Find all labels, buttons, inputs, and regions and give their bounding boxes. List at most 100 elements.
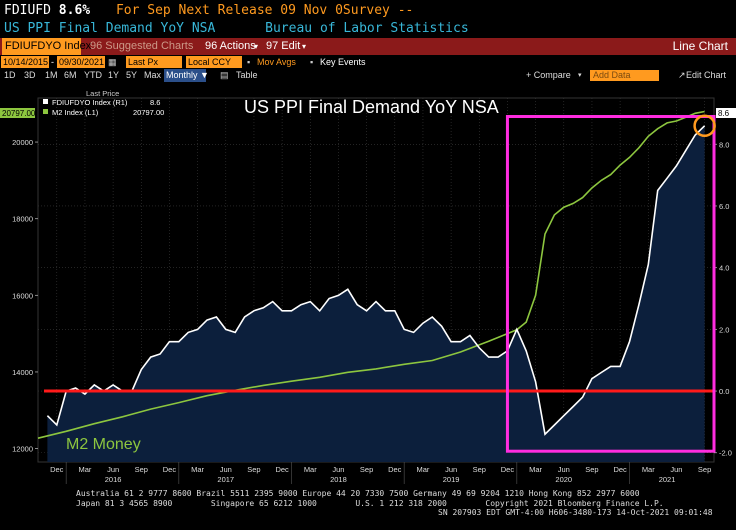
x-year-tick-label: 2018 [330, 475, 347, 484]
x-month-tick-label: Sep [360, 465, 373, 474]
add-data-input[interactable]: Add Data [590, 70, 659, 81]
currency-select[interactable]: Local CCY [186, 56, 242, 68]
end-date-input[interactable]: 09/30/2021 [57, 56, 105, 68]
legend-header: Last Price [86, 89, 119, 98]
x-month-tick-label: Sep [585, 465, 598, 474]
left-axis-tick-label: 20000 [12, 138, 33, 147]
header-subline: US PPI Final Demand YoY NSA Bureau of La… [4, 21, 469, 36]
x-month-tick-label: Dec [275, 465, 289, 474]
edit-chevron-icon: ▾ [302, 42, 307, 51]
edit-chart-button[interactable]: Edit Chart [686, 70, 727, 80]
x-year-tick-label: 2021 [659, 475, 676, 484]
left-axis-current-badge [0, 108, 35, 118]
suggested-charts-button[interactable]: 96 Suggested Charts [90, 40, 194, 52]
ticker-field[interactable]: FDIUFDYO Index [2, 38, 91, 55]
x-month-tick-label: Mar [191, 465, 204, 474]
periodicity-select[interactable]: Monthly [164, 69, 206, 82]
edit-button[interactable]: 97 Edit [266, 40, 301, 52]
x-month-tick-label: Mar [642, 465, 655, 474]
x-month-tick-label: Mar [529, 465, 542, 474]
right-axis-tick-label: 2.0 [719, 325, 729, 334]
left-axis-tick-label: 12000 [12, 445, 33, 454]
x-month-tick-label: Sep [698, 465, 711, 474]
right-axis-tick-label: 8.0 [719, 140, 729, 149]
overlays [44, 114, 716, 453]
right-axis-tick-label: 0.0 [719, 387, 729, 396]
left-axis-tick-label: 18000 [12, 215, 33, 224]
legend-swatch-m2 [43, 109, 48, 114]
x-month-tick-label: Dec [388, 465, 402, 474]
x-year-tick-label: 2019 [443, 475, 460, 484]
mov-avgs-checkbox-icon[interactable]: ▪ [247, 57, 251, 67]
range-controls: 1D 3D 1M 6M YTD 1Y 5Y Max Monthly ▼ ▤ Ta… [0, 69, 736, 82]
mov-avgs-label[interactable]: Mov Avgs [257, 57, 296, 67]
right-axis-current-badge [716, 108, 736, 118]
legend-last-fdiufdyo: 8.6 [150, 98, 160, 107]
series-title: US PPI Final Demand YoY NSA [4, 21, 216, 36]
compare-button[interactable]: + Compare [526, 70, 571, 80]
x-month-tick-label: Sep [135, 465, 148, 474]
x-month-tick-label: Dec [501, 465, 515, 474]
x-month-tick-label: Jun [670, 465, 682, 474]
left-axis-tick-label: 14000 [12, 368, 33, 377]
compare-chevron-icon: ▾ [578, 72, 582, 79]
table-button[interactable]: Table [236, 70, 258, 80]
range-max[interactable]: Max [144, 70, 162, 80]
periodicity-chevron-icon: ▼ [200, 70, 209, 80]
chart-type-label: Line Chart [672, 39, 728, 53]
highlight-box [505, 115, 716, 453]
axis-ticks: Dec Mar Jun Sep Dec Mar Jun Sep Dec Mar Jun Sep Dec M… [12, 138, 732, 484]
legend-last-m2: 20797.00 [133, 108, 164, 117]
range-ytd[interactable]: YTD [84, 70, 102, 80]
start-date-input[interactable]: 10/14/2015 [1, 56, 49, 68]
x-month-tick-label: Mar [78, 465, 91, 474]
key-events-label[interactable]: Key Events [320, 57, 366, 67]
footer-line-3: SN 207903 EDT GMT-4:00 H606-3480-173 14-… [438, 508, 713, 517]
ticker-value: 8.6% [58, 3, 91, 18]
left-axis-tick-label: 16000 [12, 291, 33, 300]
x-month-tick-label: Jun [107, 465, 119, 474]
x-month-tick-label: Mar [416, 465, 429, 474]
x-month-tick-label: Jun [332, 465, 344, 474]
range-5y[interactable]: 5Y [126, 70, 138, 80]
m2-line [37, 110, 705, 439]
highlight-circle [693, 114, 716, 138]
key-events-checkbox-icon[interactable]: ▪ [310, 57, 314, 67]
x-year-tick-label: 2017 [217, 475, 234, 484]
chart: Dec Mar Jun Sep Dec Mar Jun Sep Dec Mar Jun Sep Dec M… [0, 89, 736, 484]
next-release: For Sep Next Release 09 Nov 0Survey -- [115, 3, 414, 18]
chart-title: US PPI Final Demand YoY NSA [244, 97, 499, 117]
x-year-tick-label: 2020 [555, 475, 572, 484]
footer-line-2: Japan 81 3 4565 8900 Singapore 65 6212 1… [76, 499, 664, 508]
right-axis-tick-label: 4.0 [719, 264, 729, 273]
table-icon[interactable]: ▤ [220, 70, 229, 80]
range-1d[interactable]: 1D [4, 70, 16, 80]
x-month-tick-label: Dec [50, 465, 64, 474]
ticker: FDIUFD [4, 3, 51, 18]
x-month-tick-label: Sep [473, 465, 486, 474]
edit-chart-icon[interactable]: ↗ [678, 70, 686, 80]
range-1m[interactable]: 1M [45, 70, 58, 80]
x-month-tick-label: Dec [613, 465, 627, 474]
legend-swatch-fdiufdyo [43, 99, 48, 104]
m2-money-annotation: M2 Money [66, 436, 141, 453]
range-1y[interactable]: 1Y [108, 70, 120, 80]
calendar-icon[interactable]: ▦ [108, 57, 117, 67]
footer: Australia 61 2 9777 8600 Brazil 5511 239… [0, 486, 736, 530]
right-axis-tick-label: -2.0 [719, 449, 732, 458]
legend-name-m2: M2 Index (L1) [52, 108, 99, 117]
header-line: FDIUFD 8.6% For Sep Next Release 09 Nov … [4, 3, 413, 18]
range-3d[interactable]: 3D [24, 70, 36, 80]
range-6m[interactable]: 6M [64, 70, 77, 80]
date-controls: 10/14/2015 - 09/30/2021 ▦ Last Px Local … [0, 55, 736, 69]
last-px-select[interactable]: Last Px [126, 56, 182, 68]
series [37, 110, 706, 463]
x-month-tick-label: Jun [220, 465, 232, 474]
ppi-area [47, 125, 705, 463]
left-axis-current-label: 20797.00 [2, 109, 36, 118]
source: Bureau of Labor Statistics [265, 21, 469, 36]
x-year-tick-label: 2016 [105, 475, 122, 484]
legend-name-fdiufdyo: FDIUFDYO Index (R1) [52, 98, 128, 107]
actions-button[interactable]: 96 Actions [205, 40, 256, 52]
toolbar: FDIUFDYO Index 96 Suggested Charts 96 Ac… [0, 38, 736, 55]
